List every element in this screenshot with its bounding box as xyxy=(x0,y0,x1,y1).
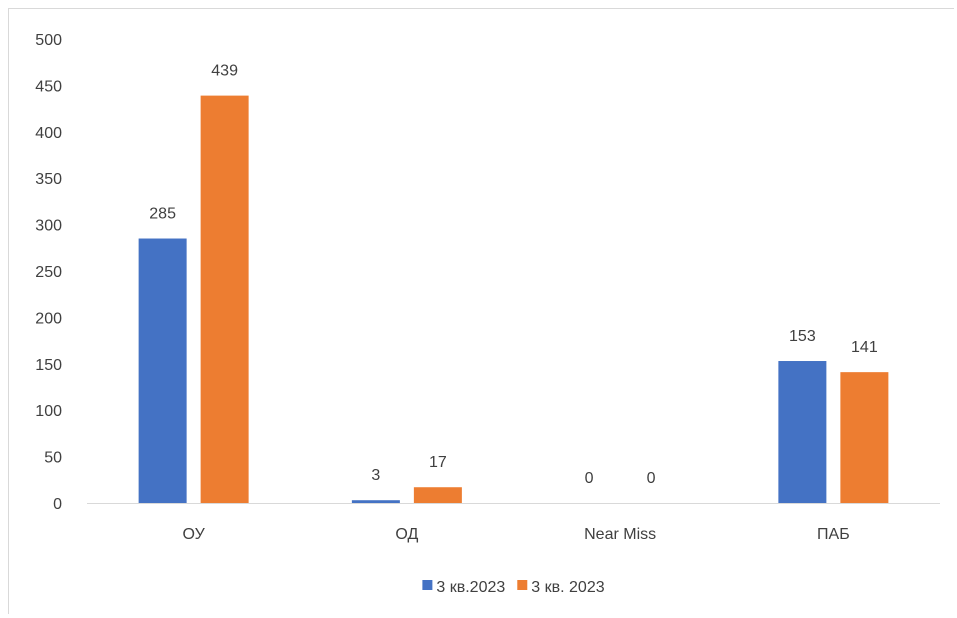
data-label-series-2-2: 0 xyxy=(647,470,656,487)
data-label-series-1-2: 0 xyxy=(585,470,594,487)
bar-series-2-1 xyxy=(413,487,462,503)
bar-series-1-1 xyxy=(351,500,400,503)
legend: 3 кв.2023 3 кв. 2023 xyxy=(422,579,605,596)
bar-series-1-3 xyxy=(778,361,827,503)
data-label-series-2-0: 439 xyxy=(211,63,238,80)
category-labels: ОУ ОД Near Miss ПАБ xyxy=(182,526,849,543)
y-tick-label: 150 xyxy=(35,357,62,374)
y-tick-label: 100 xyxy=(35,403,62,420)
legend-swatch-series-1 xyxy=(422,580,433,590)
legend-label-series-2: 3 кв. 2023 xyxy=(531,579,604,596)
data-label-series-1-1: 3 xyxy=(371,467,380,484)
x-category-label: ПАБ xyxy=(817,526,850,543)
y-tick-label: 400 xyxy=(35,125,62,142)
y-tick-label: 500 xyxy=(35,32,62,49)
y-tick-label: 450 xyxy=(35,78,62,95)
bar-series-2-0 xyxy=(200,95,249,503)
bar-series-2-3 xyxy=(840,372,889,503)
y-tick-label: 350 xyxy=(35,171,62,188)
data-labels: 285 439 3 17 0 0 153 141 xyxy=(149,63,878,487)
y-tick-label: 200 xyxy=(35,310,62,327)
y-tick-label: 300 xyxy=(35,218,62,235)
legend-swatch-series-2 xyxy=(517,580,528,590)
y-axis-labels: 0 50 100 150 200 250 300 350 400 450 500 xyxy=(35,32,62,513)
y-tick-label: 0 xyxy=(53,496,62,513)
y-tick-label: 50 xyxy=(44,450,62,467)
data-label-series-1-0: 285 xyxy=(149,206,176,223)
data-label-series-1-3: 153 xyxy=(789,328,816,345)
data-label-series-2-1: 17 xyxy=(429,454,447,471)
x-category-label: ОУ xyxy=(182,526,205,543)
bar-series-1-0 xyxy=(138,238,187,503)
x-category-label: ОД xyxy=(395,526,418,543)
data-label-series-2-3: 141 xyxy=(851,339,878,356)
legend-label-series-1: 3 кв.2023 xyxy=(436,579,505,596)
x-category-label: Near Miss xyxy=(584,526,656,543)
y-tick-label: 250 xyxy=(35,264,62,281)
bars xyxy=(138,95,889,503)
